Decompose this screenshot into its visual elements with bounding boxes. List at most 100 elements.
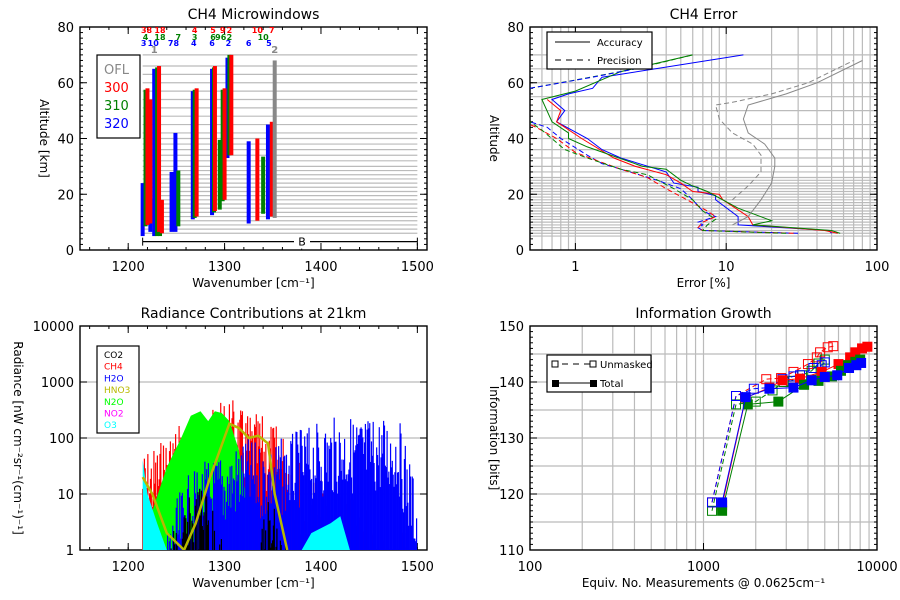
legend-entry: OFL	[104, 63, 130, 78]
microwindow-bar-300	[222, 88, 227, 200]
y-tick-label: 20	[507, 188, 524, 203]
x-tick-label: 1500	[401, 260, 434, 275]
y-axis-label: Altitude [km]	[37, 99, 51, 178]
filled-square-marker	[856, 357, 867, 368]
microwindow-index-label: 2	[226, 39, 232, 48]
legend-filled-marker	[590, 380, 597, 387]
error-line-310-precision	[530, 121, 787, 234]
microwindow-index-label: 5	[210, 26, 216, 35]
microwindow-index-label: 1	[151, 45, 158, 56]
y-tick-label: 10000	[33, 320, 74, 335]
x-tick-label: 100	[518, 560, 543, 575]
legend-entry: N2O	[104, 398, 124, 408]
open-square-marker	[731, 391, 742, 401]
open-square-marker	[731, 391, 742, 401]
microwindow-bar-300	[194, 88, 199, 217]
legend-entry: NO2	[104, 410, 124, 420]
x-tick-label: 1200	[112, 260, 145, 275]
x-axis-label: Error [%]	[677, 276, 731, 290]
y-tick-label: 140	[499, 376, 524, 391]
legend-entry: H2O	[104, 374, 124, 384]
microwindow-index-label: 4	[191, 39, 197, 48]
legend-entry: O3	[104, 421, 117, 431]
microwindow-index-label: 9	[220, 26, 226, 35]
ticks: 100 1000 10000 110 120 130 140 150	[499, 320, 898, 575]
y-tick-label: 0	[66, 244, 74, 259]
legend-open-marker	[589, 360, 597, 368]
y-tick-label: 1	[66, 544, 74, 559]
microwindow-bar-320	[265, 124, 270, 220]
y-tick-label: 10	[57, 488, 74, 503]
microwindow-bar-310	[217, 139, 222, 210]
x-tick-label: 1000	[687, 560, 720, 575]
series-O3	[142, 460, 350, 550]
y-tick-label: 80	[507, 21, 524, 36]
gridlines	[529, 27, 877, 250]
microwindow-index-label: 5	[266, 39, 272, 48]
band-label-bg	[294, 234, 311, 249]
filled-square-marker	[773, 396, 784, 407]
microwindow-index-label: 18	[154, 26, 166, 35]
legend-box	[546, 354, 652, 393]
x-tick-label: 10000	[856, 560, 897, 575]
filled-square-marker	[788, 382, 799, 393]
microwindow-index-label: 7	[269, 26, 275, 35]
legend-box	[96, 345, 140, 434]
microwindow-bar-300	[145, 88, 150, 225]
legend-entry: Unmasked	[600, 360, 653, 371]
microwindow-bar-OFL	[272, 60, 277, 218]
band-area-O3	[301, 516, 350, 550]
microwindow-bar-320	[169, 171, 174, 232]
y-tick-label: 60	[507, 77, 524, 92]
microwindow-index-label: 7	[176, 33, 182, 42]
microwindow-bar-310	[261, 156, 266, 214]
x-axis-label: Equiv. No. Measurements @ 0.0625cm⁻¹	[582, 576, 826, 590]
band-area-N2O	[142, 411, 254, 550]
ticks: 1 10 100 0 20 40 60 80	[507, 21, 889, 275]
ticks: 1200 1300 1400 1500 1 10 100 1000 10000	[33, 320, 434, 575]
microwindow-index-label: 6	[210, 33, 216, 42]
legend-entry: 300	[104, 81, 129, 96]
microwindow-index-label: 10	[252, 26, 264, 35]
legend-entry: CH4	[104, 363, 123, 373]
gridlines	[142, 54, 418, 234]
open-square-marker	[707, 505, 718, 516]
microwindow-index-label: 2	[271, 45, 278, 56]
legend-entry: Total	[599, 379, 623, 390]
series-320-total	[717, 357, 867, 508]
open-square-marker	[828, 341, 839, 352]
chart-info_growth: 100 1000 10000 110 120 130 140 150 Information G…	[487, 306, 898, 590]
error-line-300-accuracy	[546, 99, 838, 234]
chart-title: Radiance Contributions at 21km	[141, 306, 367, 322]
chart-radiance: 1200 1300 1400 1500 1 10 100 1000 10000 Radiance …	[11, 306, 434, 590]
microwindow-index-label: 4	[143, 33, 149, 42]
legend-entry: HNO3	[104, 386, 130, 396]
microwindow-index-label: 6	[209, 39, 215, 48]
open-square-marker	[707, 497, 718, 508]
microwindow-bar-320	[140, 183, 145, 237]
filled-square-marker	[717, 505, 728, 516]
series-H2O	[167, 417, 418, 550]
error-line-320-precision	[530, 121, 799, 234]
microwindow-index-label: 2	[227, 26, 233, 35]
y-tick-label: 130	[499, 432, 524, 447]
microwindow-index-label: 2	[227, 33, 233, 42]
y-axis-label: Altitude	[487, 115, 501, 162]
series-N2O	[142, 411, 254, 550]
microwindow-bar-300	[157, 66, 162, 232]
series-HNO3	[141, 421, 289, 550]
plot-area	[141, 400, 418, 550]
y-tick-label: 150	[499, 320, 524, 335]
x-axis-label: Wavenumber [cm⁻¹]	[192, 576, 314, 590]
open-square-marker	[731, 399, 742, 410]
microwindow-bar-300	[269, 121, 274, 217]
microwindow-index-label: 38	[141, 26, 153, 35]
open-square-marker	[802, 359, 813, 370]
x-tick-label: 1	[571, 260, 579, 275]
microwindow-bar-300	[212, 66, 217, 211]
filled-square-marker	[832, 370, 843, 381]
x-tick-label: 10	[718, 260, 735, 275]
x-tick-label: 100	[865, 260, 890, 275]
